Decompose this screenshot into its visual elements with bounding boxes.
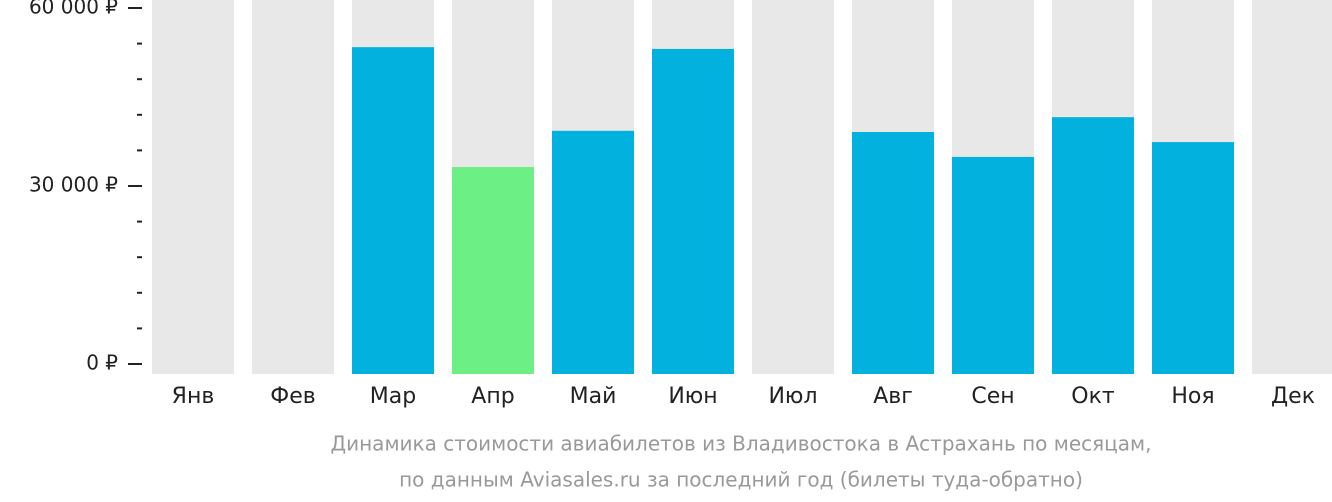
caption: Динамика стоимости авиабилетов из Владив…: [330, 432, 1151, 456]
y-tick-label: 0 ₽: [86, 351, 118, 375]
x-tick-label: Июл: [768, 384, 817, 409]
bar-background: [152, 0, 234, 374]
x-tick-label: Мар: [370, 384, 416, 409]
x-tick-label: Май: [570, 384, 617, 409]
caption: по данным Aviasales.ru за последний год …: [399, 468, 1083, 492]
bar-background: [252, 0, 334, 374]
y-tick-label: 60 000 ₽: [29, 0, 118, 19]
bar: [952, 156, 1034, 374]
x-tick-label: Июн: [668, 384, 717, 409]
x-tick-label: Фев: [270, 384, 315, 409]
bar-background: [752, 0, 834, 374]
bar: [1152, 142, 1234, 374]
x-tick-label: Сен: [971, 384, 1014, 409]
bar: [852, 132, 934, 374]
x-tick-label: Авг: [873, 384, 913, 409]
x-tick-label: Ноя: [1171, 384, 1214, 409]
x-tick-label: Апр: [471, 384, 514, 409]
x-tick-label: Янв: [172, 384, 215, 409]
y-tick-label: 30 000 ₽: [29, 173, 118, 197]
bar: [552, 130, 634, 374]
bar: [1052, 117, 1134, 374]
bar: [352, 47, 434, 374]
bar-background: [1252, 0, 1332, 374]
bar: [452, 167, 534, 374]
x-tick-label: Окт: [1071, 384, 1115, 409]
bar: [652, 48, 734, 374]
x-tick-label: Дек: [1271, 384, 1315, 409]
